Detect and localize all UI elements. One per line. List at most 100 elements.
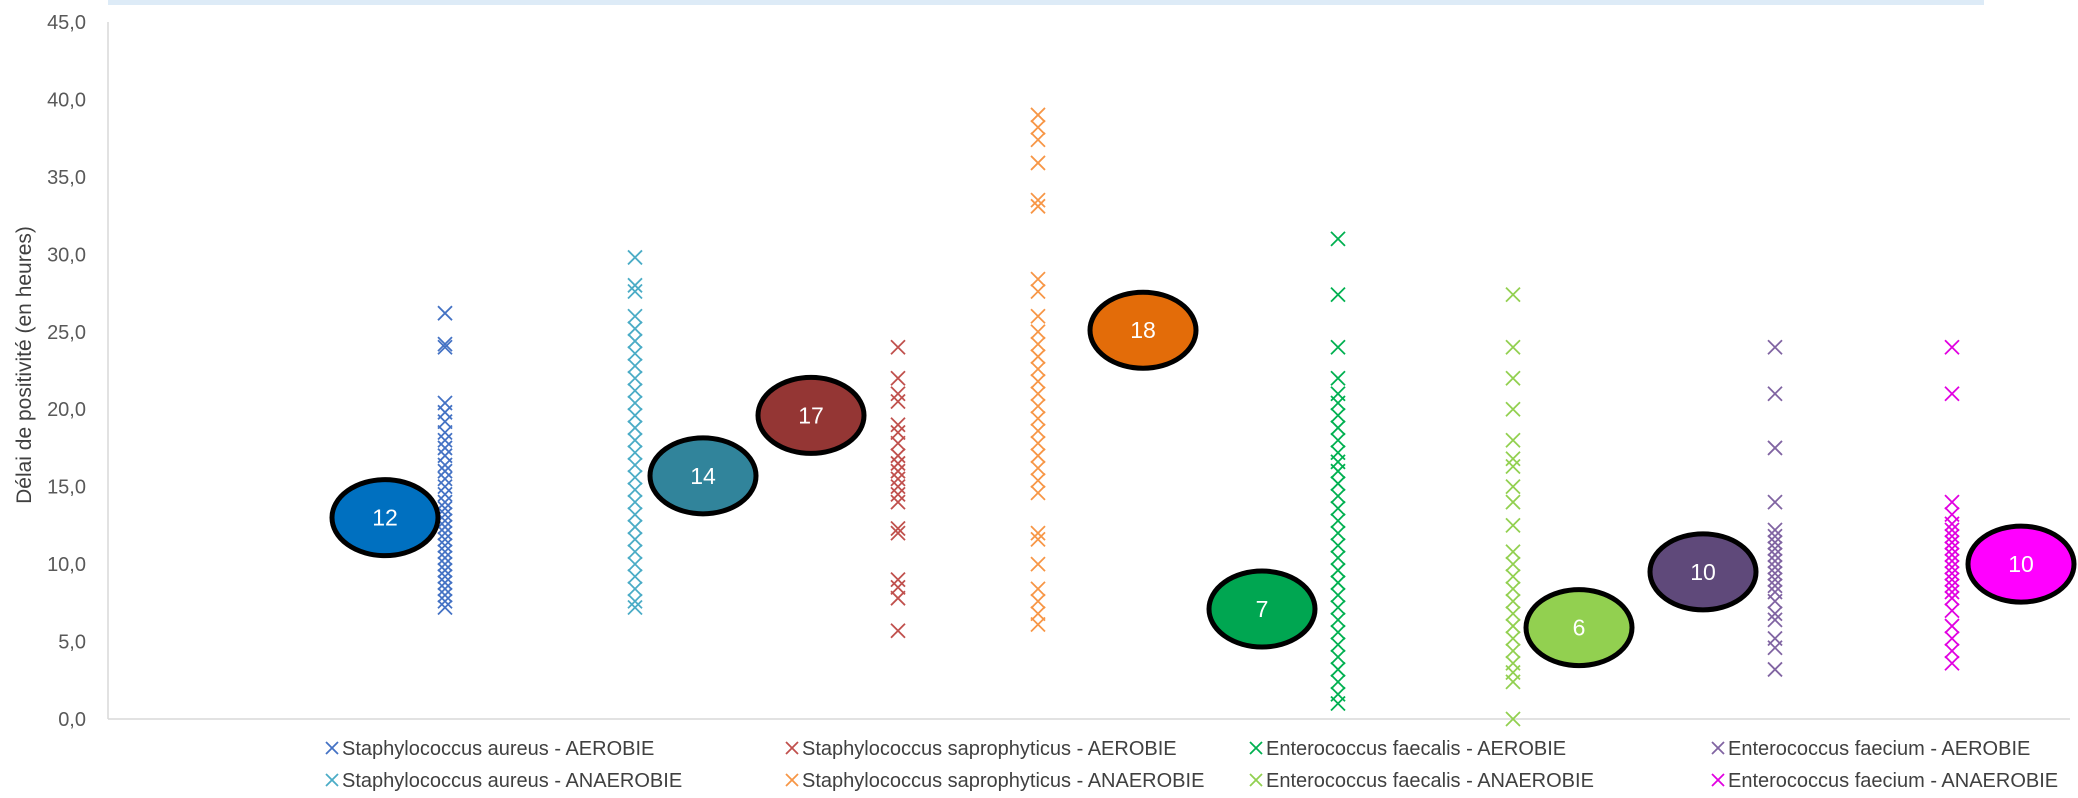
data-point: [1330, 695, 1346, 712]
data-point: [1505, 286, 1521, 303]
data-point: [1505, 643, 1521, 659]
data-point: [890, 525, 906, 541]
data-point: [890, 339, 906, 355]
data-point: [1030, 525, 1046, 541]
y-tick-label: 0,0: [58, 709, 86, 731]
data-point: [1944, 339, 1960, 355]
badge-label: 17: [798, 402, 824, 428]
data-point: [627, 358, 643, 374]
data-point: [437, 587, 453, 603]
data-point: [890, 393, 906, 410]
data-point: [890, 463, 906, 479]
data-point: [627, 581, 643, 597]
data-point: [1030, 336, 1046, 352]
legend-label: Enterococcus faecalis - ANAEROBIE: [1266, 770, 1594, 792]
data-point: [1330, 407, 1346, 424]
data-point: [437, 479, 453, 495]
data-point: [890, 486, 906, 503]
data-point: [1330, 488, 1346, 504]
data-point: [1767, 494, 1783, 510]
legend-label: Staphylococcus saprophyticus - ANAEROBIE: [802, 770, 1204, 792]
data-point: [890, 448, 906, 464]
data-point: [627, 249, 643, 266]
data-point: [1330, 599, 1346, 616]
data-point: [1944, 590, 1960, 606]
data-points: [437, 107, 1960, 727]
data-point: [890, 424, 906, 441]
legend-item: Enterococcus faecium - ANAEROBIE: [1711, 770, 2058, 792]
y-tick-label: 15,0: [47, 477, 86, 499]
data-point: [437, 544, 453, 560]
data-point: [1030, 373, 1046, 389]
data-point: [1944, 559, 1960, 575]
data-point: [1330, 612, 1346, 628]
data-point: [890, 386, 906, 402]
data-point: [1030, 192, 1046, 208]
data-point: [627, 568, 643, 585]
data-point: [890, 494, 906, 510]
y-tick-label: 30,0: [47, 244, 86, 266]
data-point: [1944, 386, 1960, 402]
data-point: [1030, 485, 1046, 501]
data-point: [1944, 547, 1960, 563]
data-point: [1030, 581, 1046, 597]
data-point: [1030, 398, 1046, 414]
data-point: [1030, 531, 1046, 547]
data-point: [1944, 540, 1960, 557]
data-point: [1767, 339, 1783, 355]
data-point: [437, 593, 453, 609]
y-tick-label: 20,0: [47, 399, 86, 421]
data-point: [1767, 661, 1783, 678]
count-badge: 17: [755, 374, 867, 456]
data-point: [437, 531, 453, 547]
data-point: [890, 435, 906, 451]
data-point: [1505, 630, 1521, 647]
data-point: [437, 537, 453, 554]
data-point: [1030, 155, 1046, 171]
data-point: [1030, 283, 1046, 300]
data-point: [627, 432, 643, 448]
legend-item: Staphylococcus aureus - ANAEROBIE: [325, 770, 682, 792]
data-point: [1030, 119, 1046, 135]
top-band: [108, 0, 1984, 5]
legend-item: Staphylococcus aureus - AEROBIE: [325, 738, 654, 760]
data-point: [437, 550, 453, 566]
data-point: [627, 593, 643, 609]
data-point: [1505, 370, 1521, 386]
data-point: [1767, 565, 1783, 582]
data-point: [1330, 420, 1346, 436]
data-point: [1030, 593, 1046, 609]
data-point: [890, 455, 906, 472]
data-point: [1330, 286, 1346, 303]
data-point: [1767, 571, 1783, 588]
badge-label: 18: [1130, 317, 1156, 343]
y-tick-label: 45,0: [47, 12, 86, 34]
data-point: [1505, 556, 1521, 572]
data-point: [437, 336, 453, 352]
data-point: [1505, 544, 1521, 560]
data-point: [1767, 606, 1783, 622]
data-point: [1944, 516, 1960, 532]
y-tick-label: 35,0: [47, 167, 86, 189]
legend-item: Enterococcus faecalis - AEROBIE: [1249, 738, 1566, 760]
data-point: [627, 370, 643, 386]
data-point: [1030, 386, 1046, 402]
data-point: [1944, 528, 1960, 544]
data-point: [1330, 587, 1346, 603]
data-point: [890, 590, 906, 606]
data-point: [1944, 584, 1960, 600]
data-point: [890, 520, 906, 537]
data-point: [437, 581, 453, 597]
legend-item: Enterococcus faecalis - ANAEROBIE: [1249, 770, 1594, 792]
data-point: [437, 556, 453, 572]
data-point: [1330, 463, 1346, 479]
data-point: [1030, 198, 1046, 214]
data-point: [627, 482, 643, 498]
count-badge: 6: [1523, 587, 1635, 669]
data-point: [1505, 674, 1521, 690]
data-point: [437, 432, 453, 448]
data-point: [1030, 132, 1046, 148]
legend-item: Enterococcus faecium - AEROBIE: [1711, 738, 2030, 760]
data-point: [627, 308, 643, 324]
